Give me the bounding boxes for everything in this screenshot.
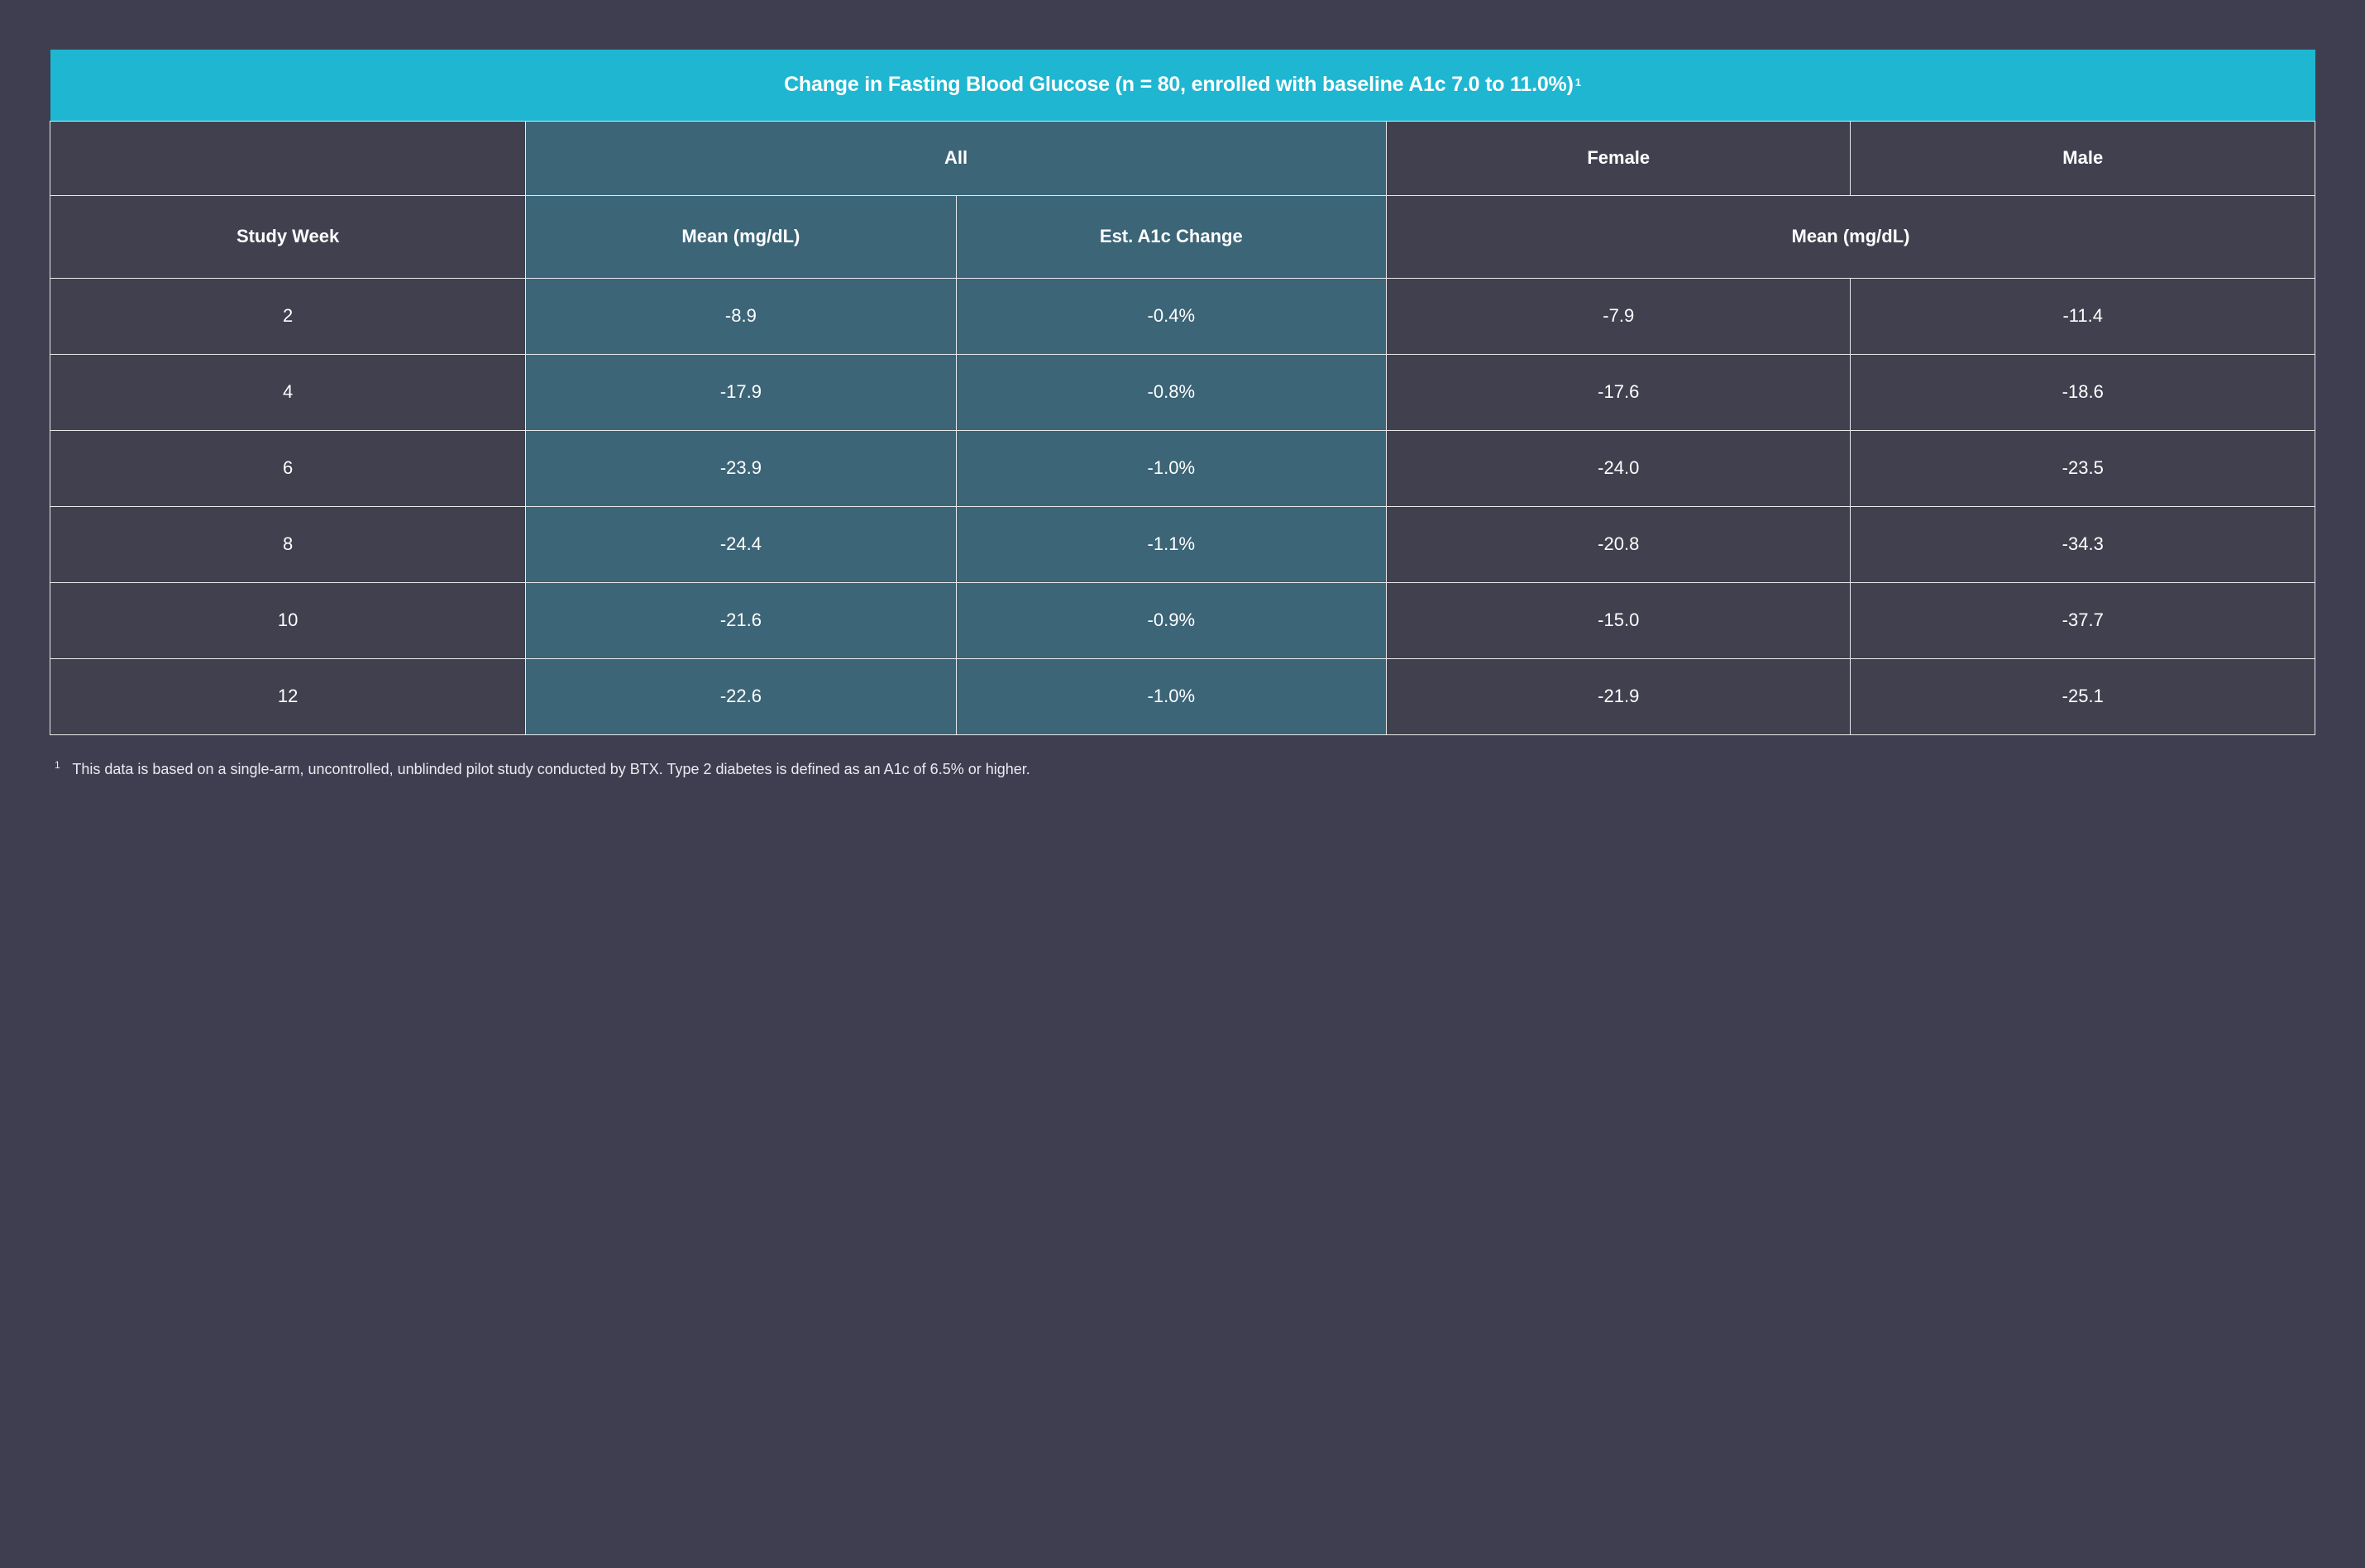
group-blank [50,121,526,195]
glucose-table: Change in Fasting Blood Glucose (n = 80,… [50,50,2315,735]
cell-all-mean: -21.6 [526,582,956,658]
header-study-week: Study Week [50,195,526,278]
group-all: All [526,121,1387,195]
table-row: 8 -24.4 -1.1% -20.8 -34.3 [50,506,2315,582]
glucose-table-container: Change in Fasting Blood Glucose (n = 80,… [50,50,2315,735]
cell-all-a1c: -1.0% [956,658,1386,734]
cell-week: 10 [50,582,526,658]
cell-week: 12 [50,658,526,734]
cell-female: -24.0 [1387,430,1851,506]
cell-week: 4 [50,354,526,430]
footnote-text: This data is based on a single-arm, unco… [72,761,1030,777]
cell-all-a1c: -0.9% [956,582,1386,658]
cell-male: -34.3 [1851,506,2315,582]
table-row: 2 -8.9 -0.4% -7.9 -11.4 [50,278,2315,354]
cell-week: 8 [50,506,526,582]
group-header-row: All Female Male [50,121,2315,195]
table-title: Change in Fasting Blood Glucose (n = 80,… [784,73,1574,96]
table-row: 6 -23.9 -1.0% -24.0 -23.5 [50,430,2315,506]
table-title-cell: Change in Fasting Blood Glucose (n = 80,… [50,50,2315,121]
table-title-row: Change in Fasting Blood Glucose (n = 80,… [50,50,2315,121]
header-all-a1c: Est. A1c Change [956,195,1386,278]
cell-all-a1c: -1.0% [956,430,1386,506]
cell-female: -21.9 [1387,658,1851,734]
header-fm-mean: Mean (mg/dL) [1387,195,2315,278]
table-row: 12 -22.6 -1.0% -21.9 -25.1 [50,658,2315,734]
cell-all-mean: -24.4 [526,506,956,582]
table-row: 10 -21.6 -0.9% -15.0 -37.7 [50,582,2315,658]
cell-all-mean: -17.9 [526,354,956,430]
group-male: Male [1851,121,2315,195]
footnote: 1 This data is based on a single-arm, un… [50,758,2315,780]
header-all-mean: Mean (mg/dL) [526,195,956,278]
cell-week: 2 [50,278,526,354]
cell-male: -11.4 [1851,278,2315,354]
cell-all-mean: -22.6 [526,658,956,734]
table-row: 4 -17.9 -0.8% -17.6 -18.6 [50,354,2315,430]
column-header-row: Study Week Mean (mg/dL) Est. A1c Change … [50,195,2315,278]
cell-all-a1c: -1.1% [956,506,1386,582]
group-female: Female [1387,121,1851,195]
table-title-sup: 1 [1575,76,1581,88]
cell-all-a1c: -0.8% [956,354,1386,430]
cell-female: -17.6 [1387,354,1851,430]
cell-male: -23.5 [1851,430,2315,506]
cell-female: -7.9 [1387,278,1851,354]
cell-female: -20.8 [1387,506,1851,582]
cell-male: -18.6 [1851,354,2315,430]
cell-week: 6 [50,430,526,506]
cell-all-a1c: -0.4% [956,278,1386,354]
cell-female: -15.0 [1387,582,1851,658]
footnote-marker: 1 [55,759,60,771]
cell-male: -25.1 [1851,658,2315,734]
cell-male: -37.7 [1851,582,2315,658]
cell-all-mean: -23.9 [526,430,956,506]
cell-all-mean: -8.9 [526,278,956,354]
